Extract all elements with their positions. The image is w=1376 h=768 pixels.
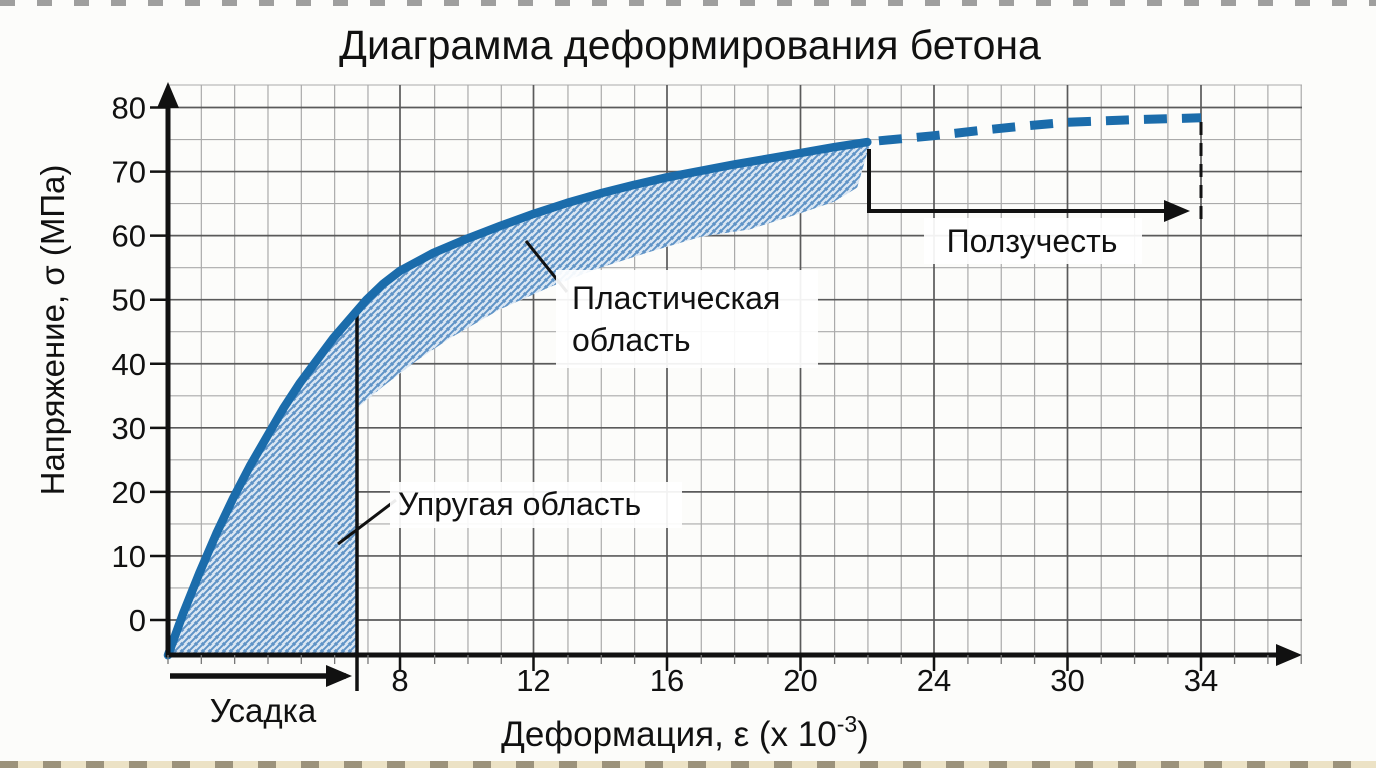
elastic-label-leader-line	[337, 498, 397, 546]
y-tick-label: 60	[112, 219, 146, 254]
hatched-regions	[168, 142, 869, 656]
y-axis-title: Напряжение, σ (МПа)	[34, 165, 71, 496]
x-axis-title: Деформация, ε (x 10-3)	[501, 711, 869, 754]
chart-title: Диаграмма деформирования бетона	[339, 22, 1041, 68]
y-tick-label: 10	[112, 539, 146, 574]
plastic-region-label-line2: область	[572, 322, 690, 358]
x-tick-label: 30	[1050, 663, 1084, 698]
plastic-label-background	[556, 270, 818, 368]
shrinkage-label: Усадка	[210, 692, 317, 729]
scan-artifact-bottom	[0, 761, 1376, 768]
x-tick-label: 24	[917, 663, 951, 698]
plastic-region-hatch	[356, 142, 869, 409]
y-tick-label: 20	[112, 475, 146, 510]
x-tick-label: 16	[650, 663, 684, 698]
x-tick-label: 34	[1184, 663, 1218, 698]
x-axis-ticks: 8 12 16 20 24 30 34	[167, 655, 1302, 698]
elastic-label-background	[390, 482, 682, 528]
y-tick-label: 40	[112, 347, 146, 382]
x-axis-title-main: Деформация, ε (x 10	[501, 715, 837, 754]
plastic-region-label-line1: Пластическая	[572, 280, 780, 316]
grid-minor-lines	[167, 84, 1302, 655]
creep-bracket-arrow	[867, 149, 1190, 222]
x-tick-label: 8	[391, 663, 408, 698]
elastic-region-label: Упругая область	[398, 486, 641, 522]
x-axis-title-superscript: -3	[837, 711, 857, 737]
creep-label: Ползучесть	[947, 223, 1118, 259]
scan-artifact-top	[0, 0, 1376, 6]
creep-label-background	[924, 218, 1142, 264]
x-axis-title-close: )	[857, 715, 869, 754]
y-tick-label: 50	[112, 283, 146, 318]
x-tick-label: 20	[783, 663, 817, 698]
y-tick-label: 80	[112, 91, 146, 126]
x-tick-label: 12	[516, 663, 550, 698]
creep-dashed-curve	[878, 113, 1202, 146]
y-tick-label: 30	[112, 411, 146, 446]
y-axis-ticks: 0 10 20 30 40 50 60 70 80	[112, 91, 169, 638]
elastic-region-hatch	[168, 311, 357, 656]
y-tick-label: 70	[112, 155, 146, 190]
stress-strain-curve	[163, 137, 872, 660]
y-tick-label: 0	[129, 603, 146, 638]
curves	[163, 113, 1202, 660]
